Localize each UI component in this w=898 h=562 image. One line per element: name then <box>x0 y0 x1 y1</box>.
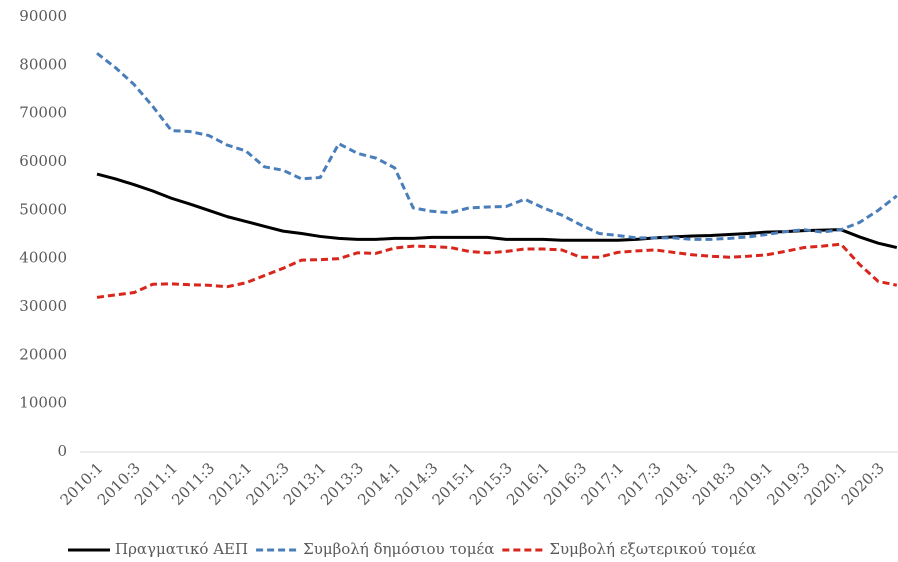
y-tick-label: 80000 <box>19 55 67 73</box>
y-tick-label: 10000 <box>19 394 67 412</box>
y-tick-label: 90000 <box>19 7 67 25</box>
legend-label: Πραγματικό ΑΕΠ <box>115 540 248 558</box>
y-tick-label: 20000 <box>19 345 67 363</box>
series-line <box>96 52 898 241</box>
y-tick-label: 0 <box>57 442 67 460</box>
legend-label: Συμβολή εξωτερικού τομέα <box>549 540 756 558</box>
y-tick-label: 70000 <box>19 104 67 122</box>
y-tick-label: 50000 <box>19 200 67 218</box>
series-line <box>96 242 898 299</box>
y-tick-label: 40000 <box>19 249 67 267</box>
y-tick-label: 60000 <box>19 152 67 170</box>
y-tick-label: 30000 <box>19 297 67 315</box>
series-line <box>96 172 898 250</box>
legend-label: Συμβολή δημόσιου τομέα <box>303 540 494 558</box>
